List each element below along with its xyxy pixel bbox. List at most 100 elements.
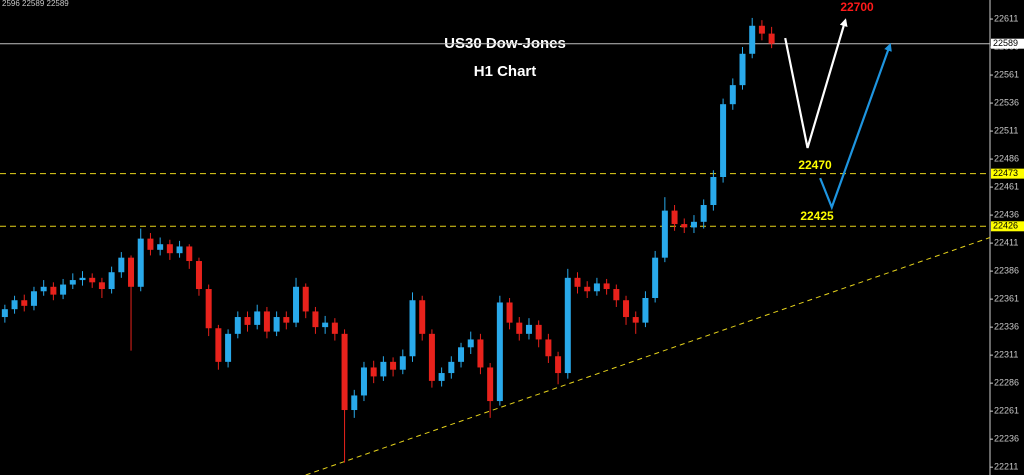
candle-body bbox=[89, 277, 96, 283]
candle-body bbox=[244, 317, 251, 325]
candle-body bbox=[98, 282, 105, 290]
candle-body bbox=[322, 322, 329, 328]
candle-body bbox=[21, 300, 28, 306]
candle-body bbox=[331, 322, 338, 334]
candle-body bbox=[380, 361, 387, 377]
candle-body bbox=[79, 277, 86, 281]
candle-body bbox=[254, 311, 261, 325]
candle-body bbox=[137, 238, 144, 287]
candle-body bbox=[438, 373, 445, 381]
candle-body bbox=[40, 286, 47, 292]
y-tick-label: 22511 bbox=[994, 125, 1018, 135]
candle-body bbox=[496, 302, 503, 402]
y-tick-label: 22336 bbox=[994, 321, 1019, 331]
candle-body bbox=[720, 104, 727, 178]
candle-body bbox=[302, 286, 309, 312]
candle-body bbox=[525, 324, 532, 334]
y-tick-label: 22611 bbox=[994, 13, 1018, 23]
candle-body bbox=[195, 261, 202, 290]
y-tick-label: 22561 bbox=[994, 69, 1019, 79]
candle-body bbox=[419, 300, 426, 334]
header: 2596 22589 22589 bbox=[2, 0, 69, 8]
level-label-bg bbox=[991, 168, 1024, 179]
candle-body bbox=[758, 25, 765, 34]
candle-body bbox=[341, 333, 348, 411]
y-tick-label: 22436 bbox=[994, 209, 1019, 219]
candle-body bbox=[351, 395, 358, 411]
candle-body bbox=[574, 277, 581, 287]
trendline bbox=[305, 237, 991, 475]
candle-body bbox=[710, 177, 717, 206]
level-label: 22426 bbox=[993, 221, 1018, 231]
candle-body bbox=[739, 53, 746, 86]
candle-body bbox=[312, 311, 319, 328]
candle-body bbox=[749, 25, 756, 54]
level-label-bg bbox=[991, 221, 1024, 232]
candle-body bbox=[60, 284, 67, 295]
candle-body bbox=[50, 286, 57, 295]
candle-body bbox=[506, 302, 513, 323]
candle-body bbox=[370, 367, 377, 377]
y-tick-label: 22386 bbox=[994, 265, 1019, 275]
candle-body bbox=[768, 33, 775, 44]
candle-body bbox=[409, 300, 416, 357]
candle-body bbox=[700, 205, 707, 222]
arrow bbox=[819, 42, 892, 211]
candle-body bbox=[613, 289, 620, 301]
candle-body bbox=[564, 277, 571, 374]
target-label: 22425 bbox=[800, 209, 834, 223]
candle-body bbox=[234, 317, 241, 334]
candle-body bbox=[1, 309, 8, 318]
candle-body bbox=[729, 85, 736, 105]
level-label: 22473 bbox=[993, 168, 1018, 178]
candle-body bbox=[399, 356, 406, 370]
target-label: 22700 bbox=[840, 0, 874, 14]
candle-body bbox=[516, 322, 523, 334]
candle-body bbox=[11, 300, 18, 310]
y-tick-label: 22261 bbox=[994, 406, 1019, 416]
candle-body bbox=[671, 210, 678, 225]
candle-body bbox=[448, 361, 455, 374]
y-tick-label: 22311 bbox=[994, 350, 1018, 360]
candle-body bbox=[593, 283, 600, 292]
candle-body bbox=[661, 210, 668, 258]
y-tick-label: 22411 bbox=[994, 237, 1018, 247]
candle-body bbox=[477, 339, 484, 368]
candle-body bbox=[263, 311, 270, 332]
candle-body bbox=[458, 347, 465, 362]
level-label-bg bbox=[991, 38, 1024, 49]
y-tick-label: 22236 bbox=[994, 434, 1019, 444]
y-tick-label: 22486 bbox=[994, 153, 1019, 163]
candle-body bbox=[186, 246, 193, 262]
candle-body bbox=[652, 257, 659, 298]
candle-body bbox=[273, 317, 280, 332]
candle-body bbox=[205, 289, 212, 329]
target-label: 22470 bbox=[798, 158, 832, 172]
candle-body bbox=[555, 356, 562, 374]
candle-body bbox=[535, 324, 542, 340]
candle-body bbox=[166, 244, 173, 254]
candle-body bbox=[225, 333, 232, 362]
candle-body bbox=[623, 300, 630, 318]
candle-body bbox=[642, 297, 649, 323]
y-tick-label: 22461 bbox=[994, 181, 1019, 191]
y-tick-label: 22361 bbox=[994, 293, 1019, 303]
arrow bbox=[784, 18, 848, 149]
candle-body bbox=[487, 367, 494, 402]
candle-body bbox=[293, 286, 300, 323]
candle-body bbox=[176, 246, 183, 254]
level-label: 22589 bbox=[993, 38, 1018, 48]
candle-body bbox=[215, 328, 222, 362]
candle-body bbox=[545, 339, 552, 357]
candle-body bbox=[390, 361, 397, 370]
candle-body bbox=[283, 317, 290, 323]
candle-body bbox=[681, 224, 688, 228]
chart-subtitle: H1 Chart bbox=[474, 63, 537, 80]
candle-body bbox=[69, 280, 76, 285]
candle-body bbox=[467, 339, 474, 348]
y-tick-label: 22211 bbox=[994, 462, 1018, 472]
candle-body bbox=[632, 317, 639, 323]
